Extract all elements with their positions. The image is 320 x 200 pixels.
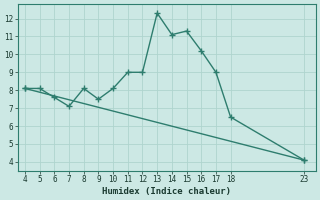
X-axis label: Humidex (Indice chaleur): Humidex (Indice chaleur): [102, 187, 231, 196]
